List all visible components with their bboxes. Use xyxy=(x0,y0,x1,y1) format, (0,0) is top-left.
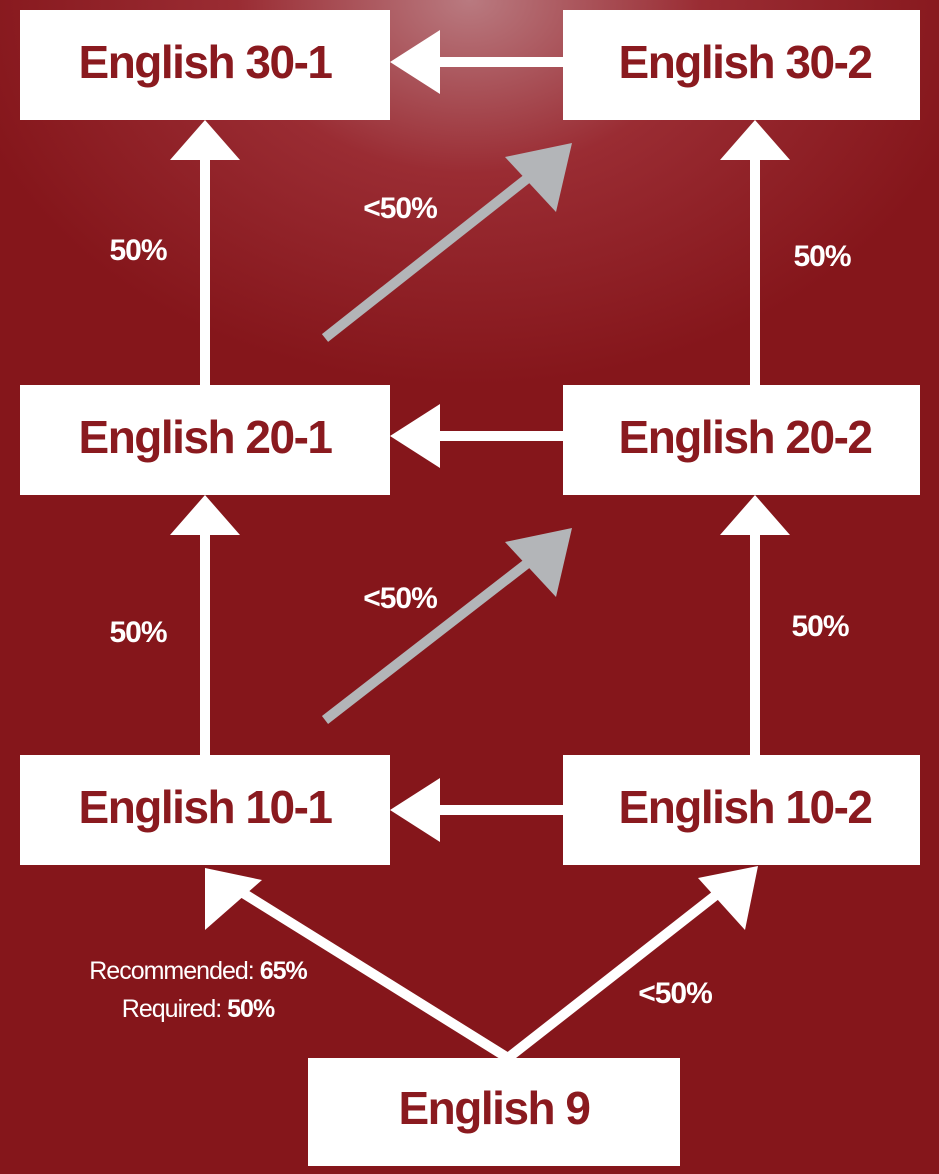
node-label: English 20-1 xyxy=(79,411,333,463)
note-label: Recommended: xyxy=(89,957,253,985)
arrows xyxy=(170,30,790,1063)
recommended-note: Recommended: 65% xyxy=(89,957,307,985)
node-label: English 30-1 xyxy=(79,36,333,88)
required-note: Required: 50% xyxy=(122,995,275,1023)
node-box xyxy=(308,1058,680,1166)
node-box xyxy=(20,385,390,495)
node-label: English 30-2 xyxy=(619,36,872,88)
node-label: English 20-2 xyxy=(619,411,872,463)
note-value: 65% xyxy=(260,957,308,985)
node-box xyxy=(563,385,920,495)
node-box xyxy=(563,10,920,120)
edge-label: <50% xyxy=(363,582,437,615)
node-label: English 9 xyxy=(399,1082,590,1134)
edge-label: 50% xyxy=(791,610,848,643)
node-label: English 10-2 xyxy=(619,781,872,833)
note-value: 50% xyxy=(227,995,275,1023)
node-box xyxy=(563,755,920,865)
node-label: English 10-1 xyxy=(79,781,333,833)
edge-label: <50% xyxy=(363,192,437,225)
edge-label: 50% xyxy=(793,240,850,273)
edge-label: <50% xyxy=(638,977,712,1010)
edge-label: 50% xyxy=(109,616,166,649)
node-box xyxy=(20,10,390,120)
node-box xyxy=(20,755,390,865)
edge-label: 50% xyxy=(109,234,166,267)
note-label: Required: xyxy=(122,995,221,1023)
